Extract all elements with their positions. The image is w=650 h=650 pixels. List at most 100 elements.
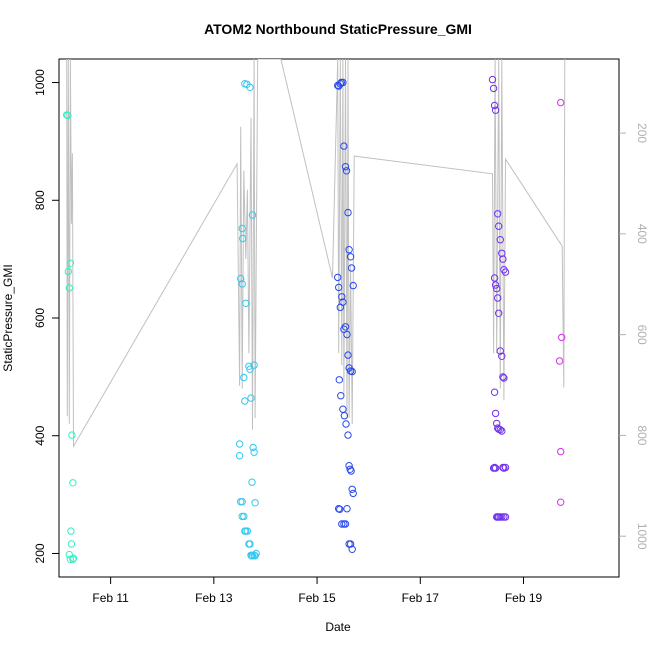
data-point [248, 478, 256, 486]
data-point [500, 374, 508, 382]
data-point [341, 520, 350, 528]
data-point [338, 520, 346, 528]
data-point [242, 299, 250, 307]
data-point [247, 394, 255, 402]
chart-title: ATOM2 Northbound StaticPressure_GMI [204, 21, 472, 37]
data-point [494, 294, 502, 302]
data-point [239, 234, 247, 243]
data-point [501, 463, 510, 472]
data-point [251, 499, 259, 507]
data-point [494, 210, 502, 218]
data-point [240, 512, 248, 521]
y-axis-label: StaticPressure_GMI [1, 264, 15, 371]
data-point [495, 222, 503, 230]
data-point [64, 111, 72, 120]
data-point [67, 527, 75, 535]
data-point [346, 540, 355, 548]
data-point [346, 253, 355, 261]
data-point [66, 259, 75, 267]
data-point [498, 513, 506, 521]
data-point [339, 405, 347, 413]
data-point [249, 443, 257, 452]
data-point [343, 505, 351, 513]
y2-tick-label: 1000 [635, 523, 649, 550]
data-point [336, 505, 344, 513]
y2-tick-label: 800 [635, 425, 649, 445]
data-point [341, 163, 350, 171]
data-point [69, 479, 77, 487]
data-point [348, 485, 356, 493]
data-point [558, 333, 566, 342]
data-point [339, 78, 347, 87]
data-point [335, 376, 343, 384]
data-point [493, 284, 501, 293]
data-point [490, 101, 499, 110]
track-line-group [66, 59, 566, 449]
data-point [66, 555, 75, 563]
data-point [235, 452, 244, 460]
data-point [252, 549, 260, 558]
data-point [335, 283, 343, 292]
data-point [491, 409, 500, 418]
data-point [349, 281, 357, 290]
data-point [499, 373, 507, 381]
data-point [344, 208, 352, 217]
data-point [237, 498, 245, 506]
data-point [343, 330, 351, 339]
data-point [235, 440, 244, 448]
data-point [246, 365, 254, 373]
data-point [338, 293, 346, 301]
data-point [340, 412, 349, 420]
data-point [489, 84, 498, 93]
x-tick-label: Feb 11 [92, 591, 129, 605]
y-tick-label: 400 [33, 425, 47, 445]
data-point [237, 274, 245, 283]
data-point [238, 498, 246, 506]
data-point [334, 273, 342, 282]
data-point [238, 224, 246, 233]
x-tick-label: Feb 15 [298, 591, 336, 605]
secondary-y-axis: 200 400 600 800 1000 [619, 123, 649, 550]
data-point [342, 167, 351, 175]
data-point [344, 351, 352, 359]
data-point [345, 246, 353, 254]
data-point [340, 142, 348, 150]
x-axis: Feb 11 Feb 13 Feb 15 Feb 17 Feb 19 [92, 577, 543, 605]
data-point [241, 397, 249, 405]
data-point [65, 550, 74, 559]
data-point [348, 367, 356, 376]
x-axis-label: Date [325, 620, 351, 634]
data-point [491, 464, 500, 472]
data-point [69, 554, 78, 562]
data-point [495, 309, 503, 317]
data-point [250, 448, 258, 456]
data-point [240, 373, 248, 382]
data-point [339, 298, 347, 306]
data-point [337, 392, 345, 400]
data-point [499, 255, 507, 263]
y-tick-label: 1000 [33, 69, 47, 96]
y-tick-label: 200 [33, 543, 47, 563]
data-point [488, 75, 497, 84]
data-point [557, 498, 565, 506]
x-tick-label: Feb 13 [195, 591, 233, 605]
y2-tick-label: 200 [635, 123, 649, 143]
data-point [347, 467, 355, 475]
y-tick-label: 600 [33, 308, 47, 328]
data-point [65, 284, 74, 292]
data-point [349, 489, 357, 498]
data-point [344, 431, 352, 439]
data-point [557, 447, 565, 456]
x-tick-label: Feb 17 [402, 591, 440, 605]
data-point [250, 361, 258, 369]
data-point [248, 211, 257, 219]
data-point [246, 83, 254, 92]
data-point [238, 280, 246, 288]
data-point [557, 98, 565, 107]
data-point [555, 357, 564, 365]
data-point [68, 431, 76, 439]
y-axis: 200 400 600 800 1000 [33, 69, 59, 563]
y2-tick-label: 600 [635, 325, 649, 345]
data-point [490, 274, 499, 282]
